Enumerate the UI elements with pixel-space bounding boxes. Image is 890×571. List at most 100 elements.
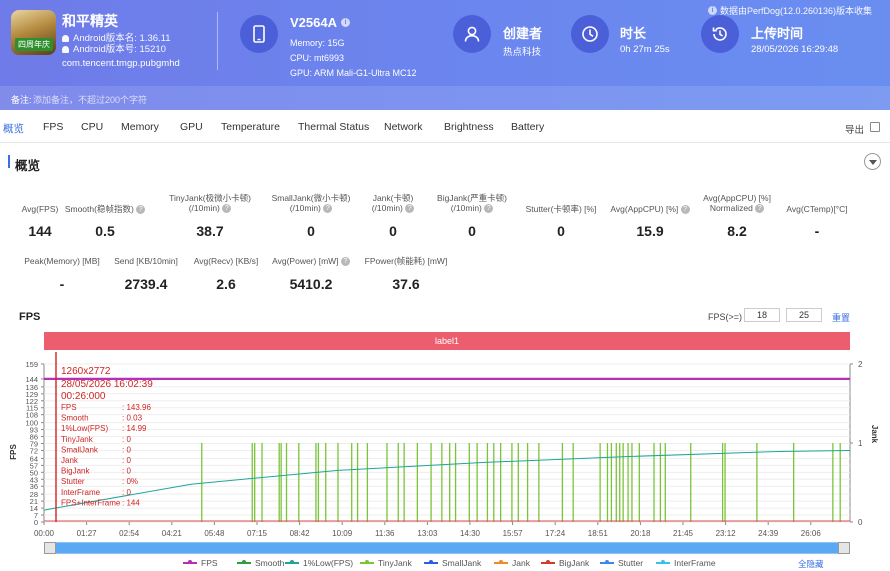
metric-row2-0: Peak(Memory) [MB] - [12,256,112,292]
help-icon[interactable]: ? [755,204,765,214]
note-label: 备注: [11,95,32,105]
help-icon[interactable]: ? [340,257,350,267]
metric-label: Avg(Recv) [KB/s] [176,256,276,266]
legend-swatch [360,560,374,564]
metric-row1-0: Avg(FPS) 144 [0,204,90,239]
y-tick-label: 100 [25,419,38,428]
x-tick-label: 23:12 [716,529,737,538]
metric-label: Peak(Memory) [MB] [12,256,112,266]
y2-tick-label: 0 [858,518,863,527]
legend-item[interactable]: 1%Low(FPS) [285,558,353,568]
help-icon[interactable]: ? [136,205,146,215]
legend-item[interactable]: Smooth [237,558,284,568]
tab-gpu[interactable]: GPU [180,121,203,133]
perfdog-info-icon: i [707,6,717,15]
metric-label-text: Avg(AppCPU) [%] [703,193,771,203]
legend-item[interactable]: InterFrame [656,558,716,568]
fps-filter-min-input[interactable]: 18 [744,308,780,322]
tooltip-row-label: InterFrame [61,488,101,497]
x-tick-label: 05:48 [204,529,225,538]
tooltip-time: 00:26:000 [61,391,106,402]
chart-legend: FPS Smooth 1%Low(FPS) TinyJank SmallJank Jank… [0,558,890,570]
legend-swatch [424,560,438,564]
export-icon[interactable] [870,122,880,132]
tooltip-row-label: 1%Low(FPS) [61,424,108,433]
tab-temperature[interactable]: Temperature [221,121,280,133]
x-tick-label: 26:06 [801,529,822,538]
legend-item[interactable]: TinyJank [360,558,412,568]
tooltip-row-value: : 0 [122,435,131,444]
tooltip-row-label: Stutter [61,477,85,486]
export-button[interactable]: 导出 [844,125,864,136]
fps-filter-max-input[interactable]: 25 [786,308,822,322]
metric-value: - [814,223,820,239]
metric-row1-7: Avg(AppCPU) [%] ? 15.9 [600,204,700,239]
collapse-button[interactable] [864,153,881,170]
app-icon-tag: 四周年庆 [15,38,53,51]
creator-value: 热点科技 [503,47,542,58]
tab-network[interactable]: Network [384,121,423,133]
metric-value: 0 [468,223,476,239]
metric-row2-2: Avg(Recv) [KB/s] 2.6 [176,256,276,292]
time-range-slider[interactable] [44,542,850,554]
tab-brightness[interactable]: Brightness [444,121,494,133]
metric-label-sub: (/10min) [188,203,220,213]
legend-item[interactable]: Jank [494,558,530,568]
hide-all-button[interactable]: 全隐藏 [798,559,824,569]
metric-label-text: TinyJank(极微小卡顿) [169,193,251,203]
legend-item[interactable]: BigJank [541,558,589,568]
reset-button[interactable]: 重置 [832,313,851,323]
legend-item[interactable]: FPS [183,558,218,568]
metric-label-text: Smooth(稳帧指数) [64,204,134,214]
fps-chart[interactable]: 0714212836435057647279869310010811512212… [0,352,890,542]
label-bar[interactable]: label1 [44,332,850,350]
slider-right-handle[interactable] [838,542,850,554]
x-tick-label: 21:45 [673,529,694,538]
slider-left-handle[interactable] [44,542,56,554]
legend-swatch [600,560,614,564]
tab-thermal-status[interactable]: Thermal Status [298,121,370,133]
tab-overview[interactable]: 概览 [3,123,24,135]
metric-value: 0.5 [95,223,115,239]
metric-label-sub: (/10min) [450,203,482,213]
tab-memory[interactable]: Memory [121,121,159,133]
upload-value: 28/05/2026 16:29:48 [751,44,839,55]
device-cpu: CPU: mt6993 [290,53,345,63]
device-info-icon[interactable]: i [340,18,350,27]
help-icon[interactable]: ? [680,205,690,215]
note-input[interactable]: 添加备注，不超过200个字符 [33,95,148,105]
device-gpu: GPU: ARM Mali-G1-Ultra MC12 [290,68,417,78]
y-tick-label: 50 [30,468,38,477]
legend-label: 1%Low(FPS) [303,558,354,568]
tab-fps[interactable]: FPS [43,121,64,133]
y-tick-label: 36 [30,482,38,491]
legend-label: TinyJank [378,558,412,568]
y-tick-label: 115 [26,404,38,413]
tooltip-row-value: : 0 [122,445,131,454]
y2-tick-label: 1 [858,439,863,448]
help-icon[interactable]: ? [484,204,494,214]
y2-axis-label: Jank [870,425,879,444]
help-icon[interactable]: ? [222,204,232,214]
metric-row1-5: BigJank(严重卡顿) (/10min) ? 0 [422,193,522,239]
help-icon[interactable]: ? [405,204,415,214]
tooltip-row-value: : 0% [122,477,138,486]
tab-cpu[interactable]: CPU [81,121,104,133]
tooltip-row-label: FPS [61,403,77,412]
tab-battery[interactable]: Battery [511,121,545,133]
legend-item[interactable]: Stutter [600,558,643,568]
package-name: com.tencent.tmgp.pubgmhd [62,58,180,69]
legend-item[interactable]: SmallJank [424,558,481,568]
help-icon[interactable]: ? [323,204,333,214]
metric-value: 0 [557,223,565,239]
y-tick-label: 0 [34,518,38,527]
low1-line [43,449,851,511]
metric-row2-1: Send [KB/10min] 2739.4 [96,256,196,292]
legend-label: FPS [201,558,218,568]
metric-label-text: Avg(FPS) [21,204,59,214]
app-name: 和平精英 [62,13,118,29]
x-tick-label: 15:57 [503,529,524,538]
metric-label-text: Stutter(卡顿率) [%] [525,204,597,214]
y-tick-label: 21 [30,497,38,506]
x-tick-label: 17:24 [545,529,566,538]
